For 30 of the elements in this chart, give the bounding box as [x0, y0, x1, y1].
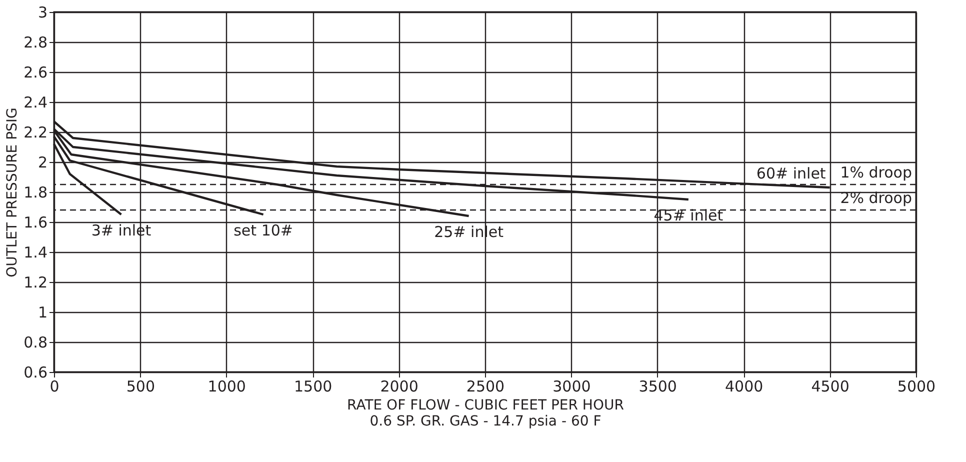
y-tick-label: 1.6 [24, 214, 48, 232]
text: 0.6 SP. GR. GAS - 14.7 psia - 60 F [370, 414, 602, 430]
x-tick-label: 1500 [294, 378, 332, 396]
y-tick-label: 1 [38, 304, 48, 322]
x-tick-label: 3500 [638, 378, 677, 396]
y-tick-label: 2.8 [24, 34, 48, 52]
x-axis-title: RATE OF FLOW - CUBIC FEET PER HOUR [347, 398, 624, 414]
y-tick-label: 0.6 [24, 364, 48, 382]
x-tick-label: 500 [126, 378, 156, 396]
x-tick-label: 4000 [725, 378, 764, 396]
x-tick-label: 2500 [466, 378, 505, 396]
x-tick-label: 0 [50, 378, 60, 396]
y-tick-label: 2.2 [24, 124, 48, 142]
y-tick-label: 1.2 [24, 274, 48, 292]
x-tick-label: 2000 [380, 378, 418, 396]
ref-line-label: 1% droop [840, 164, 912, 182]
x-tick-label: 4500 [811, 378, 850, 396]
x-tick-label: 1000 [208, 378, 246, 396]
y-tick-label: 2.6 [24, 64, 48, 82]
y-axis-title: OUTLET PRESSURE PSIG [4, 108, 21, 278]
y-tick-label: 1.4 [24, 244, 48, 262]
y-tick-label: 2 [38, 154, 48, 172]
y-tick-label: 3 [38, 4, 48, 22]
x-tick-label: 5000 [897, 378, 936, 396]
y-tick-label: 2.4 [24, 94, 48, 112]
x-tick-label: 3000 [552, 378, 591, 396]
series-label: set 10# [234, 222, 293, 240]
y-tick-label: 0.8 [24, 334, 48, 352]
y-tick-label: 1.8 [24, 184, 48, 202]
series-label: 60# inlet [756, 164, 826, 182]
